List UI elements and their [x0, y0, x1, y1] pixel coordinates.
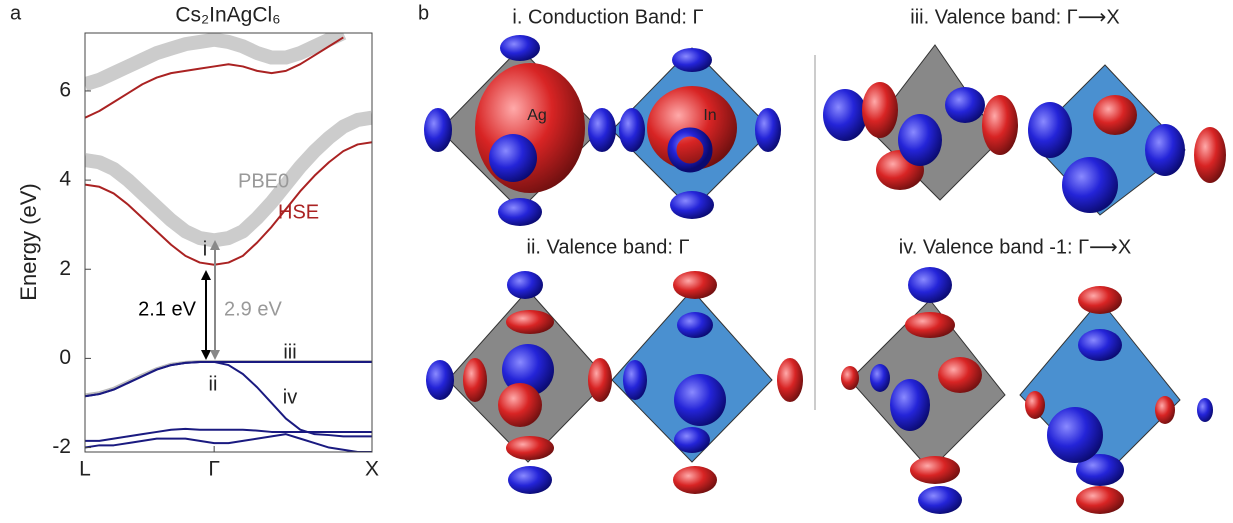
orbital-lobe	[938, 357, 982, 393]
orbital-lobe	[1145, 124, 1185, 176]
y-axis-label: Energy (eV)	[16, 183, 41, 300]
chart-title: Cs₂InAgCl₆	[175, 4, 280, 27]
orbital-lobe	[777, 358, 803, 402]
orbital-lobe	[674, 427, 710, 453]
orbital-lobe	[862, 82, 898, 138]
orbital-lobe	[870, 364, 890, 392]
orbital-lobe	[945, 87, 985, 123]
orbital-lobe	[500, 35, 540, 61]
y-tick-label: 6	[59, 78, 71, 101]
orbital-lobe	[1076, 486, 1124, 514]
orbital-lobe	[1197, 398, 1213, 422]
orbital-lobe	[498, 198, 542, 226]
figure: a Cs₂InAgCl₆ Energy (eV) b	[0, 0, 1233, 518]
orbital-lobe	[506, 310, 554, 334]
orbital-lobe	[424, 108, 452, 152]
orbital-lobe	[426, 360, 454, 400]
page: {"chart_data": {"type": "line", "panel_l…	[0, 0, 1233, 523]
x-tick-label: X	[365, 458, 379, 481]
orbital-lobe	[1047, 407, 1103, 463]
orbital-lobe	[1194, 127, 1226, 183]
orbital-lobe	[507, 271, 543, 299]
annotation: i	[203, 238, 207, 260]
sub-title: iv. Valence band -1: Γ⟶X	[899, 236, 1131, 258]
orbital-lobe	[673, 466, 717, 494]
orbital-lobe	[588, 358, 612, 402]
annotation: 2.1 eV	[138, 298, 196, 320]
band-line	[85, 142, 372, 265]
orbital-lobe	[908, 267, 952, 303]
orbital-lobe	[674, 374, 726, 426]
orbital-lobe	[898, 114, 942, 166]
band-line	[85, 362, 372, 436]
y-tick-label: 4	[59, 168, 71, 191]
orbital-lobe	[890, 379, 930, 431]
orbital-lobe	[1025, 391, 1045, 419]
orbital-lobe	[670, 191, 714, 219]
annotation: HSE	[278, 201, 319, 223]
panel-label: b	[418, 2, 429, 24]
orbital-lobe	[1155, 396, 1175, 424]
panel-label: a	[10, 2, 22, 24]
orbital-lobe	[677, 312, 713, 338]
band-line	[85, 33, 343, 84]
y-tick-label: 0	[59, 346, 71, 369]
orbital-lobe	[588, 108, 616, 152]
orbital-lobe	[910, 456, 960, 484]
orbital-lobe	[1062, 157, 1118, 213]
orbital-lobe	[755, 108, 781, 152]
orbital-lobe	[498, 383, 542, 427]
orbital-lobe	[823, 89, 867, 141]
octahedron	[1020, 300, 1180, 480]
x-tick-label: Γ	[208, 458, 220, 481]
orbital-lobe	[1028, 102, 1072, 158]
annotation: 2.9 eV	[224, 298, 282, 320]
orbital-lobe	[905, 312, 955, 338]
y-tick-label: -2	[52, 435, 71, 458]
atom-label: In	[703, 107, 716, 124]
band-line	[85, 362, 372, 396]
orbital-lobe	[506, 436, 554, 460]
y-tick-label: 2	[59, 257, 71, 280]
orbital-lobe	[619, 108, 645, 152]
sub-title: ii. Valence band: Γ	[527, 236, 690, 258]
annotation: ii	[209, 373, 218, 395]
annotation: iii	[283, 341, 296, 363]
band-line	[85, 362, 372, 395]
orbital-lobe	[1078, 286, 1122, 314]
annotation: PBE0	[238, 170, 289, 192]
orbital-lobe	[1078, 329, 1122, 361]
orbital-lobe	[463, 358, 487, 402]
sub-title: iii. Valence band: Γ⟶X	[910, 6, 1119, 28]
orbital-lobe	[623, 360, 647, 400]
atom-label: Ag	[527, 107, 547, 124]
annotation: iv	[283, 386, 297, 408]
orbital-lobe	[918, 486, 962, 514]
orbital-lobe	[1093, 95, 1137, 135]
x-tick-label: L	[79, 458, 91, 481]
orbital-lobe	[982, 95, 1018, 155]
orbital-lobe	[489, 134, 537, 182]
orbital-lobe	[672, 48, 712, 72]
orbital-lobe	[841, 366, 859, 390]
orbital-lobe	[673, 271, 717, 299]
orbital-lobe	[508, 466, 552, 494]
sub-title: i. Conduction Band: Γ	[512, 6, 703, 28]
plot-area	[85, 33, 372, 452]
band-line	[85, 118, 372, 241]
